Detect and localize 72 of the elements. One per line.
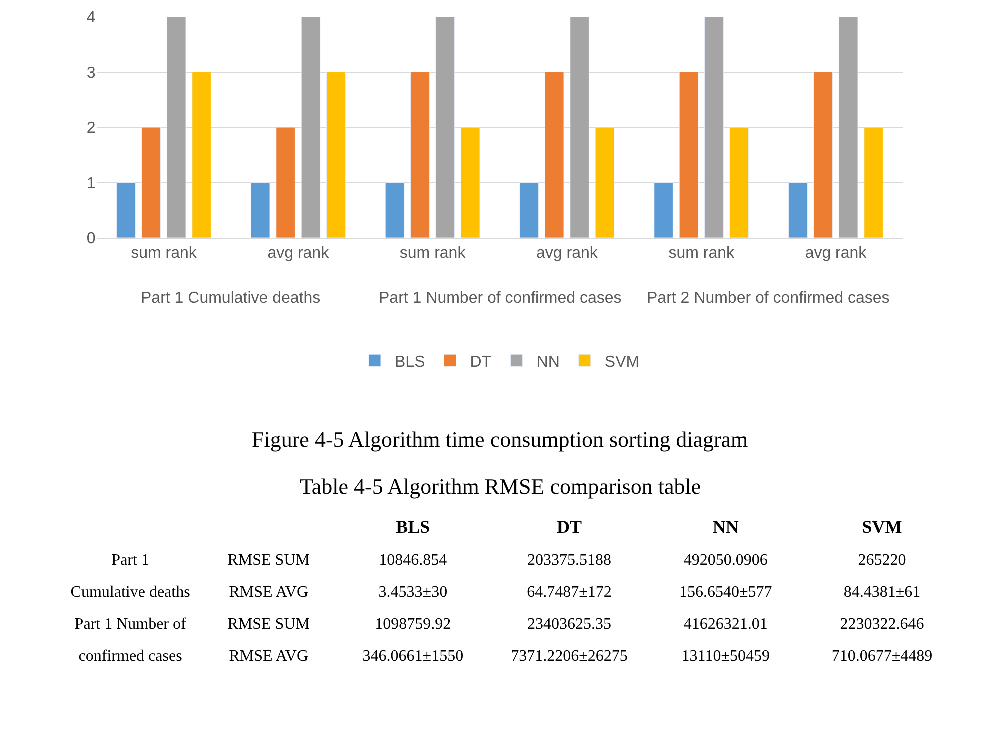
bar <box>864 127 884 238</box>
bar <box>679 72 699 238</box>
text: Part 1 Cumulative deaths <box>141 290 321 307</box>
bar <box>116 182 136 238</box>
bar <box>301 17 321 238</box>
bar <box>544 72 564 238</box>
text: 41626321.01 <box>684 616 768 633</box>
text: Part 1 Number of confirmed cases <box>379 290 622 307</box>
text: 64.7487±172 <box>527 584 612 601</box>
text: 1098759.92 <box>375 616 452 633</box>
text: Part 2 Number of confirmed cases <box>647 290 890 307</box>
bar <box>192 72 212 238</box>
y-tick-label: 3 <box>86 64 96 82</box>
x-tick-label: avg rank <box>536 245 599 262</box>
x-tick-label: avg rank <box>268 245 330 262</box>
text: Cumulative deaths <box>70 584 190 601</box>
x-tick-label: sum rank <box>400 245 467 262</box>
bar <box>436 17 456 238</box>
x-tick-label: sum rank <box>131 245 198 262</box>
y-tick-label: 4 <box>86 10 96 27</box>
bar <box>520 182 540 238</box>
bar <box>142 127 162 238</box>
text: 84.4381±61 <box>844 584 921 601</box>
x-tick-label: sum rank <box>668 245 736 262</box>
bar <box>595 127 615 238</box>
text: RMSE AVG <box>229 648 309 665</box>
text: RMSE AVG <box>229 584 309 601</box>
legend-label: NN <box>536 354 560 371</box>
bar <box>814 72 834 238</box>
text: 10846.854 <box>379 552 448 569</box>
y-tick-label: 0 <box>86 230 96 248</box>
text: 2230322.646 <box>840 616 924 633</box>
category-label: SVM <box>862 516 902 537</box>
text: 265220 <box>858 552 906 569</box>
bar <box>730 127 750 238</box>
text: 7371.2206±26275 <box>511 648 628 665</box>
bar <box>250 182 270 238</box>
text: RMSE SUM <box>228 616 310 633</box>
bar <box>410 72 430 238</box>
text: Figure 4-5 Algorithm time consumption sorting diagram <box>252 427 748 452</box>
text: confirmed cases <box>78 648 182 665</box>
bar <box>166 17 186 238</box>
text: 23403625.35 <box>528 616 612 633</box>
x-tick-label: avg rank <box>805 245 868 262</box>
text: Part 1 Number of <box>74 616 186 633</box>
text: 156.6540±577 <box>679 584 772 601</box>
legend-label: DT <box>470 354 492 371</box>
bar <box>276 127 296 238</box>
text: 492050.0906 <box>684 552 768 569</box>
text: 203375.5188 <box>528 552 612 569</box>
legend-label: SVM <box>604 354 640 371</box>
bar <box>460 127 480 238</box>
text: Table 4-5 Algorithm RMSE comparison table <box>300 474 702 499</box>
bar <box>788 182 808 238</box>
text: Part 1 <box>112 552 150 569</box>
y-tick-label: 2 <box>86 120 96 138</box>
bar <box>704 17 724 238</box>
bar <box>385 182 405 238</box>
text: 13110±50459 <box>682 648 770 665</box>
text: 710.0677±4489 <box>832 648 933 665</box>
category-label: NN <box>712 516 739 537</box>
bar <box>570 17 590 238</box>
y-tick-label: 1 <box>86 175 96 192</box>
bar <box>838 17 858 238</box>
text: 346.0661±1550 <box>362 648 464 665</box>
category-label: DT <box>557 516 582 537</box>
text: 3.4533±30 <box>378 584 448 601</box>
category-label: BLS <box>396 516 430 537</box>
legend-label: BLS <box>395 354 426 371</box>
bar <box>654 182 674 238</box>
text: RMSE SUM <box>228 552 310 569</box>
bar <box>326 72 346 238</box>
